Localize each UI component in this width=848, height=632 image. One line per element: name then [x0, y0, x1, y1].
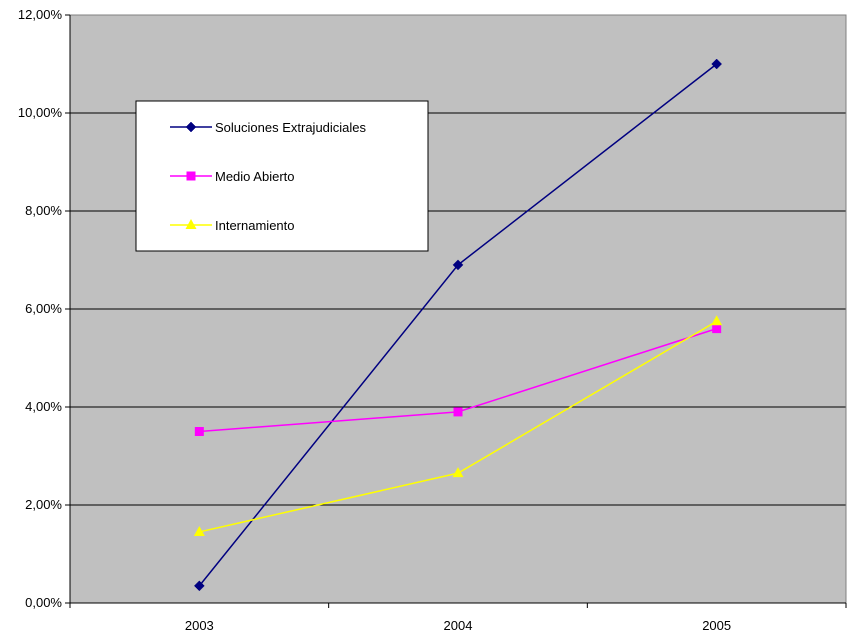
legend-label: Soluciones Extrajudiciales: [215, 120, 367, 135]
y-tick-label: 6,00%: [25, 301, 62, 316]
legend-label: Medio Abierto: [215, 169, 295, 184]
y-tick-label: 10,00%: [18, 105, 63, 120]
y-tick-label: 12,00%: [18, 7, 63, 22]
y-tick-label: 4,00%: [25, 399, 62, 414]
x-tick-labels: 2003 2004 2005: [185, 618, 731, 632]
x-tick-label: 2004: [444, 618, 473, 632]
legend-marker: [187, 172, 196, 181]
x-tick-label: 2003: [185, 618, 214, 632]
y-tick-labels: 0,00% 2,00% 4,00% 6,00% 8,00% 10,00% 12,00%: [18, 7, 63, 610]
x-tick-label: 2005: [702, 618, 731, 632]
data-point: [195, 427, 204, 436]
data-point: [712, 324, 721, 333]
legend: Soluciones Extrajudiciales Medio Abierto I…: [136, 101, 428, 251]
y-tick-label: 2,00%: [25, 497, 62, 512]
legend-label: Internamiento: [215, 218, 295, 233]
y-tick-label: 8,00%: [25, 203, 62, 218]
y-tick-label: 0,00%: [25, 595, 62, 610]
data-point: [454, 407, 463, 416]
